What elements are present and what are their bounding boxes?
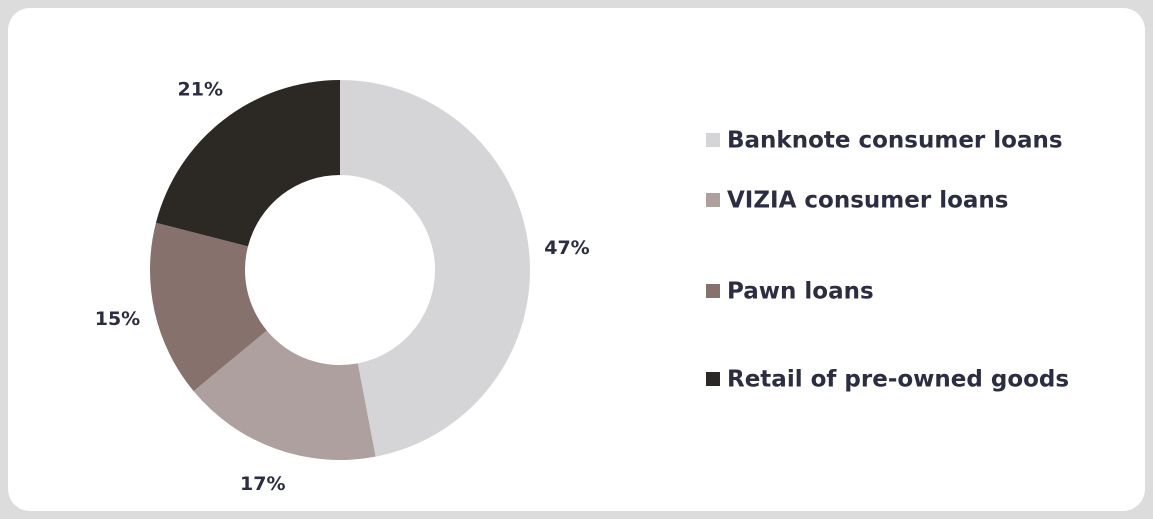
legend-swatch [706, 372, 720, 386]
legend-label: Pawn loans [727, 279, 874, 305]
donut-slice [340, 80, 531, 457]
legend-label: VIZIA consumer loans [727, 188, 1008, 214]
value-label: 21% [178, 78, 223, 100]
legend-swatch [706, 193, 720, 207]
legend-swatch [706, 133, 720, 147]
value-label: 15% [95, 308, 140, 330]
donut-slice [155, 80, 340, 247]
value-label: 17% [240, 473, 285, 495]
donut-slice [149, 222, 267, 392]
value-label: 47% [544, 237, 589, 259]
donut-slice [193, 330, 376, 461]
legend-swatch [706, 284, 720, 298]
legend-label: Banknote consumer loans [727, 128, 1063, 154]
legend-label: Retail of pre-owned goods [727, 367, 1069, 393]
